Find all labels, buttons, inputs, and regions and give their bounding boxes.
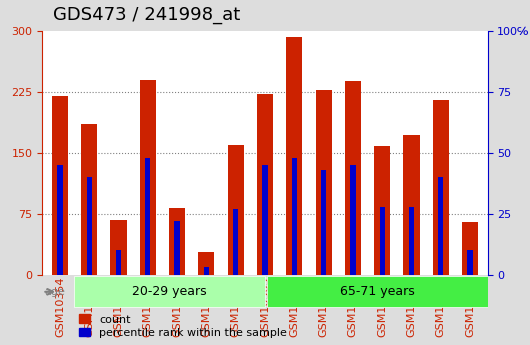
Bar — [409, 207, 414, 275]
Bar — [403, 135, 420, 275]
Bar — [233, 209, 238, 275]
Bar — [432, 100, 449, 275]
Bar — [374, 146, 390, 275]
Bar — [379, 207, 385, 275]
Bar — [462, 222, 478, 275]
Bar — [228, 145, 244, 275]
Bar — [116, 250, 121, 275]
Bar — [350, 165, 356, 275]
FancyBboxPatch shape — [74, 276, 264, 307]
Bar — [57, 165, 63, 275]
Bar — [174, 221, 180, 275]
Bar — [52, 96, 68, 275]
Bar — [110, 219, 127, 275]
Text: GDS473 / 241998_at: GDS473 / 241998_at — [53, 6, 240, 24]
Bar — [204, 267, 209, 275]
Text: age: age — [45, 287, 66, 297]
Bar — [467, 250, 473, 275]
Bar — [438, 177, 444, 275]
Bar — [169, 208, 185, 275]
Bar — [321, 170, 326, 275]
Bar — [145, 158, 151, 275]
Bar — [140, 80, 156, 275]
Bar — [262, 165, 268, 275]
Bar — [345, 81, 361, 275]
Text: 20-29 years: 20-29 years — [132, 285, 206, 298]
Bar — [198, 252, 215, 275]
Bar — [257, 95, 273, 275]
Bar — [81, 125, 98, 275]
Bar — [315, 90, 332, 275]
Bar — [292, 158, 297, 275]
Bar — [286, 37, 302, 275]
Text: 65-71 years: 65-71 years — [340, 285, 414, 298]
Bar — [86, 177, 92, 275]
Legend: count, percentile rank within the sample: count, percentile rank within the sample — [79, 314, 287, 338]
FancyBboxPatch shape — [267, 276, 488, 307]
